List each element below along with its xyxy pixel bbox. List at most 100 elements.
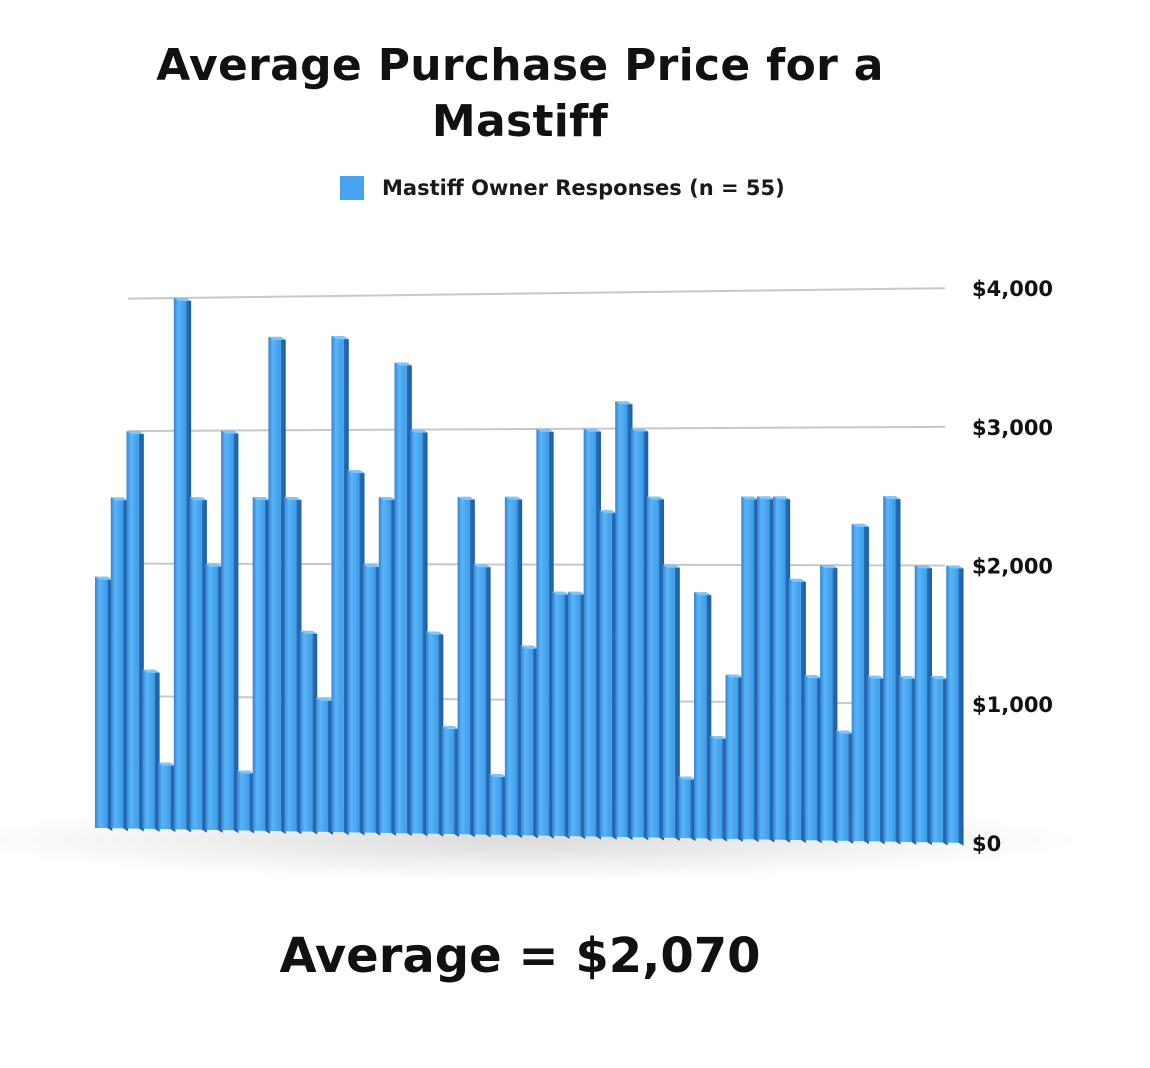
bar-top bbox=[205, 563, 223, 567]
bar-top bbox=[536, 428, 554, 432]
bar bbox=[142, 669, 160, 832]
bar-front bbox=[898, 675, 912, 842]
bar-top bbox=[615, 401, 633, 405]
bar-front bbox=[709, 735, 723, 839]
bar-top bbox=[851, 523, 869, 527]
bar bbox=[835, 730, 854, 844]
bar-front bbox=[158, 762, 171, 830]
bar-top bbox=[221, 430, 239, 434]
bar-top bbox=[142, 669, 160, 673]
bar-top bbox=[646, 496, 665, 500]
bar bbox=[536, 428, 554, 839]
bar-side bbox=[485, 564, 491, 838]
bar-top bbox=[410, 429, 428, 433]
bar-front bbox=[489, 773, 502, 835]
bar-top bbox=[709, 735, 728, 739]
bar bbox=[867, 675, 885, 845]
bar-top bbox=[378, 496, 397, 500]
bar bbox=[189, 497, 207, 833]
gridline bbox=[127, 425, 946, 433]
bar bbox=[504, 496, 523, 839]
bar bbox=[630, 428, 649, 841]
bar-front bbox=[567, 591, 581, 837]
bar-front bbox=[173, 298, 187, 830]
bar bbox=[268, 336, 286, 834]
y-axis-ticks: $0 $1,000 $2,000 $3,000 $4,000 bbox=[972, 277, 1053, 856]
bar-top bbox=[788, 578, 806, 582]
bar-front bbox=[646, 496, 660, 838]
bar-front bbox=[252, 497, 265, 831]
bar-front bbox=[95, 576, 108, 828]
bar-front bbox=[820, 565, 833, 841]
bar bbox=[173, 298, 192, 833]
y-tick-label: $1,000 bbox=[972, 693, 1053, 717]
bar bbox=[599, 510, 617, 840]
bar bbox=[820, 565, 838, 844]
bar-top bbox=[741, 496, 759, 500]
bar-front bbox=[473, 564, 486, 835]
bar-top bbox=[347, 470, 365, 474]
bar-front bbox=[615, 401, 628, 837]
bar-front bbox=[378, 496, 392, 833]
bar-front bbox=[299, 630, 313, 832]
bar bbox=[315, 697, 333, 835]
bar-front bbox=[662, 564, 675, 838]
bar bbox=[473, 564, 491, 838]
bar-front bbox=[914, 565, 928, 843]
bar-front bbox=[457, 496, 470, 835]
bar bbox=[772, 496, 791, 843]
bar-front bbox=[694, 592, 707, 839]
bar bbox=[410, 429, 428, 837]
bar-top bbox=[567, 591, 586, 595]
bar-front bbox=[362, 564, 376, 833]
bar bbox=[331, 336, 349, 836]
bar-front bbox=[583, 428, 596, 837]
bar-top bbox=[284, 497, 302, 501]
y-tick-label: $0 bbox=[972, 832, 1001, 856]
bar-front bbox=[599, 510, 612, 837]
bar bbox=[394, 362, 412, 837]
bar bbox=[347, 470, 365, 836]
bar bbox=[583, 428, 601, 840]
bar bbox=[709, 735, 728, 842]
bar-front bbox=[536, 428, 549, 836]
bar-top bbox=[883, 496, 901, 500]
bar-front bbox=[835, 730, 849, 841]
bar-top bbox=[441, 726, 460, 730]
bar-top bbox=[662, 564, 680, 568]
average-label: Average = $2,070 bbox=[279, 928, 761, 984]
bar bbox=[851, 523, 869, 845]
bar-front bbox=[126, 431, 139, 829]
bar-top bbox=[835, 730, 854, 734]
bar bbox=[725, 674, 743, 842]
bar-front bbox=[946, 565, 959, 843]
bar bbox=[930, 676, 948, 846]
bar-front bbox=[441, 726, 455, 834]
bar-front bbox=[347, 470, 360, 833]
bar-top bbox=[173, 298, 192, 301]
bar-front bbox=[930, 676, 943, 843]
bar-front bbox=[394, 362, 407, 834]
bar-front bbox=[788, 578, 801, 840]
bar-top bbox=[473, 564, 491, 568]
bar bbox=[126, 431, 144, 832]
bar bbox=[489, 773, 507, 838]
bar-front bbox=[504, 496, 518, 836]
bar-top bbox=[489, 773, 507, 777]
bar-top bbox=[599, 510, 617, 514]
bar-top bbox=[252, 497, 270, 501]
bar-top bbox=[946, 565, 964, 569]
bar bbox=[95, 576, 113, 831]
bar-front bbox=[678, 776, 691, 839]
bar bbox=[205, 563, 223, 833]
bar-front bbox=[772, 496, 786, 840]
bar bbox=[252, 497, 270, 834]
bar bbox=[378, 496, 397, 836]
bar-front bbox=[883, 496, 896, 842]
bar-front bbox=[268, 336, 281, 831]
bar bbox=[662, 564, 680, 841]
bar-front bbox=[552, 591, 565, 836]
bar-front bbox=[804, 675, 817, 841]
bar-top bbox=[268, 336, 286, 340]
bar-side bbox=[958, 565, 964, 846]
